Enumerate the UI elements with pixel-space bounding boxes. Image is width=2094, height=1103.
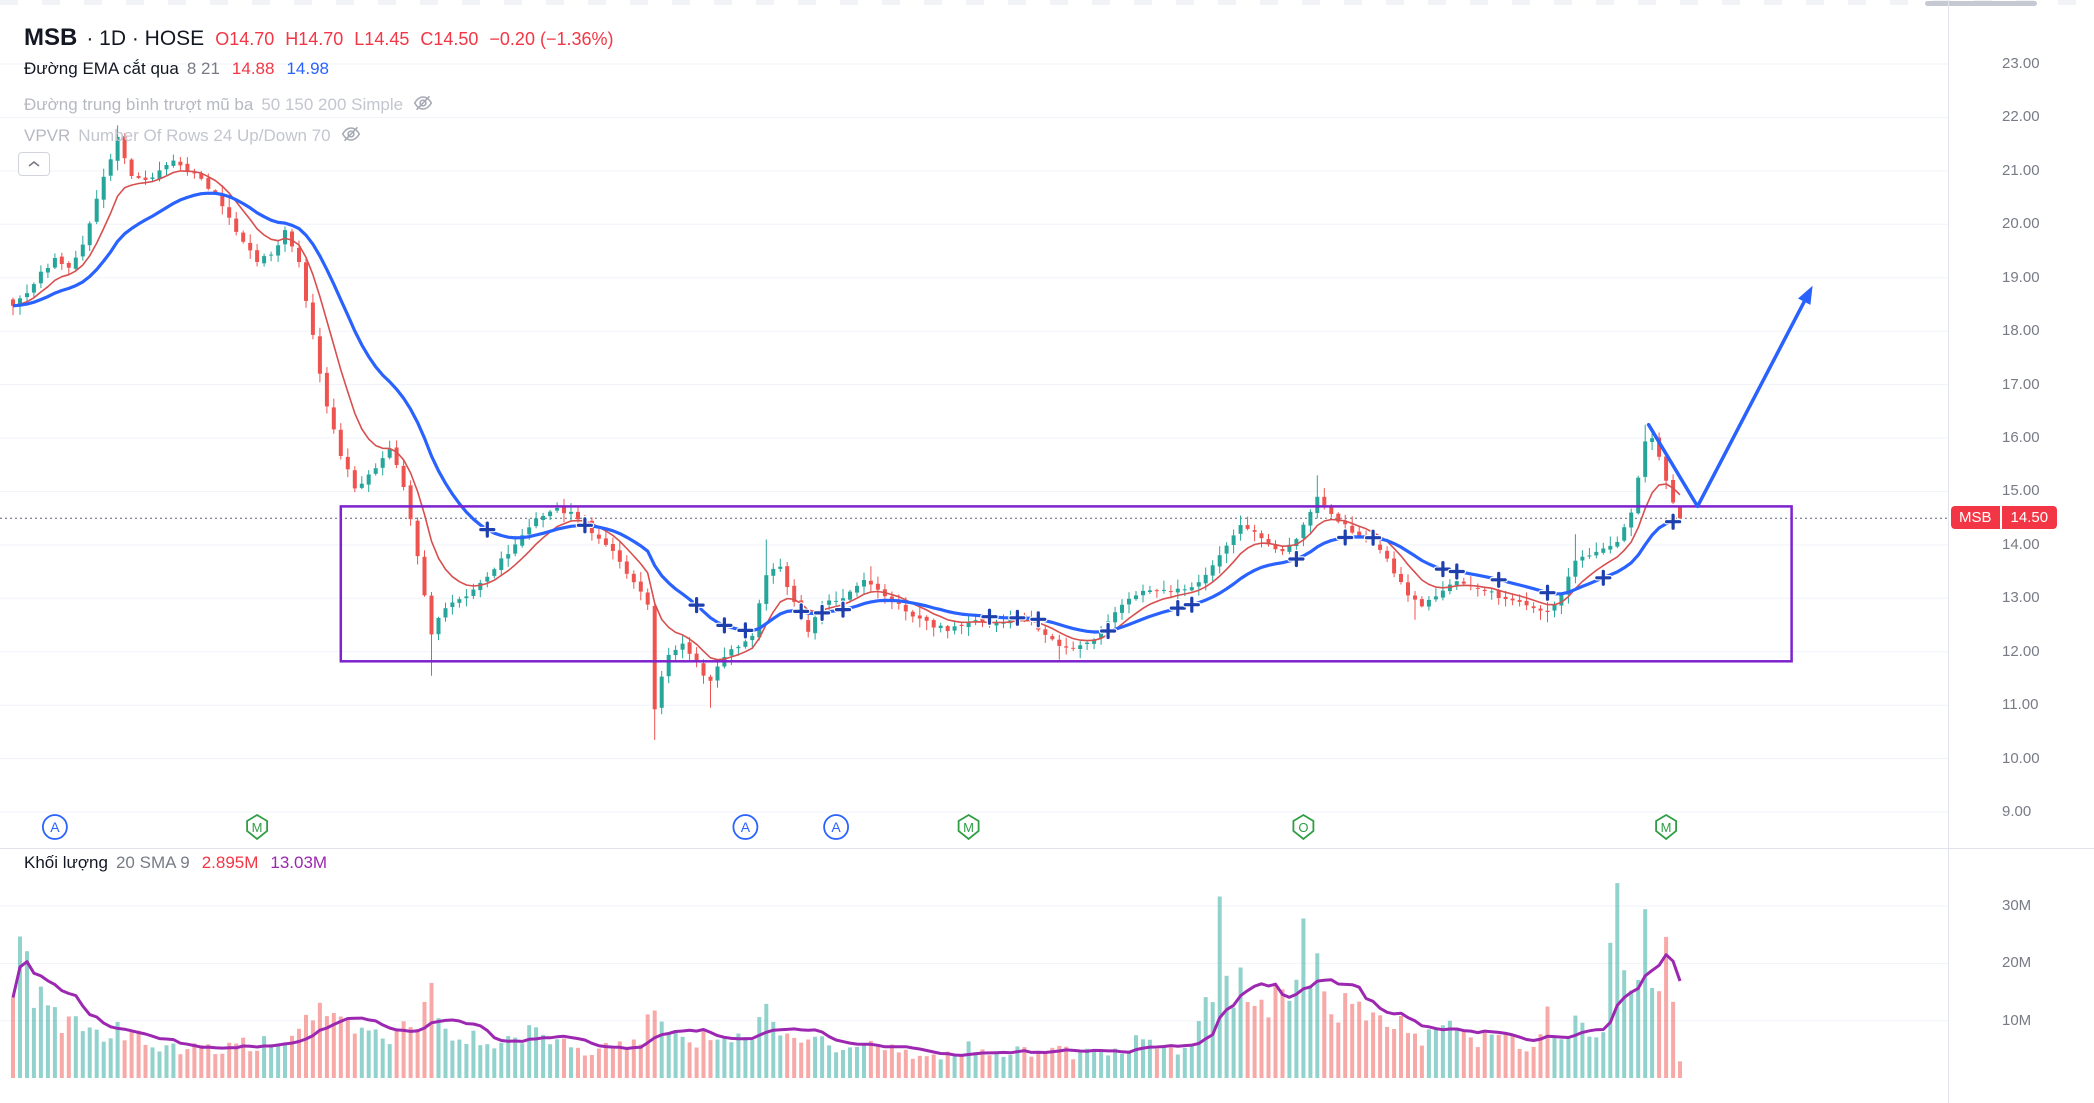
price-label-badge: MSB 14.50 <box>1951 506 2058 529</box>
badge-symbol: MSB <box>1951 506 2000 529</box>
indicator-name[interactable]: Đường EMA cắt qua <box>24 59 179 78</box>
indicator-name[interactable]: VPVR <box>24 126 71 145</box>
indicator-params: 20 SMA 9 <box>115 853 190 872</box>
event-circle-icon <box>823 814 849 840</box>
chevron-up-icon <box>28 155 40 173</box>
axis-border <box>1948 0 1949 1103</box>
drawing-arrow[interactable] <box>1646 299 1806 509</box>
drawing-rectangle[interactable] <box>339 505 1793 663</box>
ema-cross-markers <box>478 512 1683 641</box>
svg-text:M: M <box>963 820 974 835</box>
svg-text:M: M <box>252 820 263 835</box>
event-circle-icon <box>732 814 759 840</box>
close-value: C14.50 <box>420 29 479 49</box>
arrow-head <box>1798 285 1813 305</box>
scrollbar-artifact[interactable] <box>1925 1 2037 6</box>
ema-slow-value: 14.98 <box>286 59 330 78</box>
badge-price: 14.50 <box>2001 506 2058 529</box>
indicator-params: Number Of Rows 24 Up/Down 70 <box>78 126 331 145</box>
symbol-header: MSB · 1D · HOSE O14.70 H14.70 L14.45 C14… <box>24 24 614 52</box>
svg-text:A: A <box>50 819 60 835</box>
indicator-params: 50 150 200 Simple <box>261 95 404 114</box>
indicator-params: 8 21 <box>186 59 220 78</box>
event-shield-icon <box>1655 813 1677 841</box>
event-shield-icon <box>246 813 269 841</box>
volume-sma-value: 13.03M <box>270 853 328 872</box>
indicator-ema-cross-legend[interactable]: Đường EMA cắt qua 8 21 14.88 14.98 <box>24 59 329 79</box>
collapse-panel-button[interactable] <box>18 152 50 176</box>
volume-value: 2.895M <box>201 853 259 872</box>
svg-text:A: A <box>831 819 841 835</box>
indicator-vpvr-legend[interactable]: VPVR Number Of Rows 24 Up/Down 70 <box>24 121 361 146</box>
svg-text:O: O <box>1298 820 1308 835</box>
symbol-name[interactable]: MSB <box>24 24 78 51</box>
open-value: O14.70 <box>215 29 275 49</box>
eye-off-icon[interactable] <box>413 93 433 118</box>
event-circle-icon <box>42 814 68 840</box>
ema-fast-value: 14.88 <box>231 59 275 78</box>
event-shield-icon <box>957 813 980 841</box>
ema-fast-line <box>12 170 1681 661</box>
svg-text:A: A <box>741 819 751 835</box>
cropped-top-edge <box>0 0 2094 5</box>
eye-off-icon[interactable] <box>341 124 361 149</box>
volume-indicator-legend[interactable]: Khối lượng 20 SMA 9 2.895M 13.03M <box>24 853 327 873</box>
event-shield-icon <box>1292 813 1315 841</box>
volume-sma-line <box>11 953 1682 1057</box>
change-value: −0.20 (−1.36%) <box>489 29 614 49</box>
indicator-name[interactable]: Khối lượng <box>24 853 108 872</box>
pane-divider[interactable] <box>0 848 2094 849</box>
candles <box>11 125 1682 740</box>
high-value: H14.70 <box>285 29 344 49</box>
volume-bars <box>11 883 1682 1078</box>
svg-text:M: M <box>1661 820 1672 835</box>
low-value: L14.45 <box>354 29 410 49</box>
symbol-interval-exchange[interactable]: · 1D · HOSE <box>86 27 205 50</box>
indicator-name[interactable]: Đường trung bình trượt mũ ba <box>24 95 254 114</box>
indicator-triple-ma-legend[interactable]: Đường trung bình trượt mũ ba 50 150 200 … <box>24 90 433 115</box>
